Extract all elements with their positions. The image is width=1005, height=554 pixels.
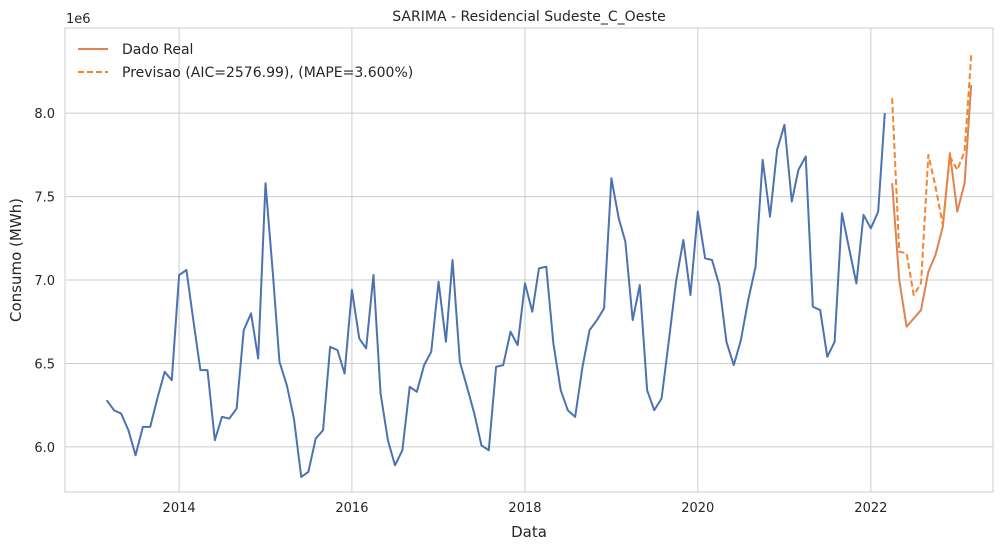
series-layer — [105, 54, 973, 478]
x-axis-ticks: 2014 2016 2018 2020 2022 — [163, 501, 888, 516]
chart-title: SARIMA - Residencial Sudeste_C_Oeste — [392, 9, 665, 25]
y-axis-ticks: 6.0 6.5 7.0 7.5 8.0 — [34, 107, 55, 456]
y-tick-label-6.0: 6.0 — [34, 441, 55, 456]
x-tick-label-2016: 2016 — [335, 501, 368, 516]
series-history-line — [105, 113, 886, 478]
x-axis-label: Data — [511, 523, 547, 541]
x-tick-label-2014: 2014 — [163, 501, 196, 516]
series-forecast-line — [891, 54, 973, 297]
x-tick-label-2018: 2018 — [508, 501, 541, 516]
y-tick-label-7.0: 7.0 — [34, 274, 55, 289]
legend-label-forecast: Previsao (AIC=2576.99), (MAPE=3.600%) — [122, 65, 413, 81]
y-tick-label-8.0: 8.0 — [34, 107, 55, 122]
series-real-line — [891, 84, 973, 328]
y-axis-offset-label: 1e6 — [66, 12, 91, 27]
legend-label-real: Dado Real — [122, 42, 193, 58]
x-tick-label-2022: 2022 — [854, 501, 887, 516]
y-tick-label-7.5: 7.5 — [34, 191, 55, 206]
legend: Dado Real Previsao (AIC=2576.99), (MAPE=… — [78, 42, 413, 81]
grid — [65, 28, 993, 492]
y-axis-label: Consumo (MWh) — [7, 198, 25, 322]
y-tick-label-6.5: 6.5 — [34, 357, 55, 372]
plot-area — [64, 27, 994, 493]
x-tick-label-2020: 2020 — [681, 501, 714, 516]
